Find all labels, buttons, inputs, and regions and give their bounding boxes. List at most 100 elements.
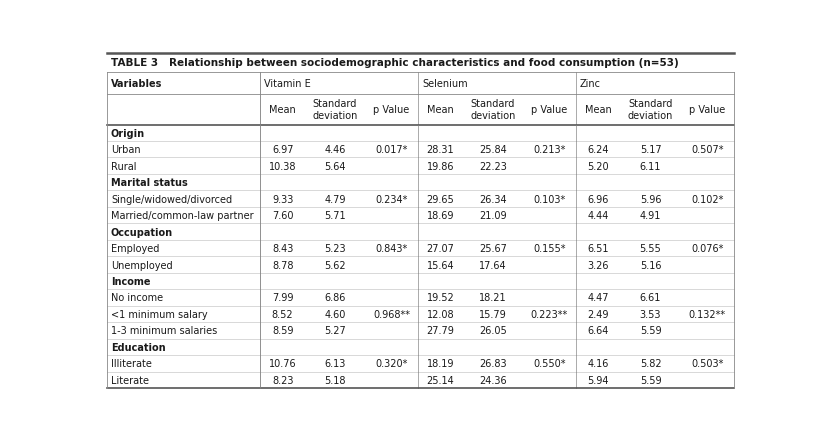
Text: 15.79: 15.79 <box>479 309 507 319</box>
Text: 25.14: 25.14 <box>426 375 454 385</box>
Text: 0.155*: 0.155* <box>534 244 565 254</box>
Text: 0.213*: 0.213* <box>534 145 565 155</box>
Text: 0.550*: 0.550* <box>534 358 565 368</box>
Text: 6.51: 6.51 <box>587 244 609 254</box>
Text: 8.52: 8.52 <box>272 309 293 319</box>
Text: 0.507*: 0.507* <box>691 145 724 155</box>
Text: 0.103*: 0.103* <box>534 194 565 204</box>
Text: 19.86: 19.86 <box>426 161 454 171</box>
Text: Mean: Mean <box>427 105 454 115</box>
Text: 5.59: 5.59 <box>640 375 661 385</box>
Text: 6.97: 6.97 <box>272 145 293 155</box>
Text: 0.968**: 0.968** <box>373 309 410 319</box>
Text: Standard
deviation: Standard deviation <box>312 99 358 120</box>
Text: 19.52: 19.52 <box>426 293 454 303</box>
Text: 26.83: 26.83 <box>479 358 507 368</box>
Text: p Value: p Value <box>373 105 409 115</box>
Text: No income: No income <box>111 293 163 303</box>
Text: 4.60: 4.60 <box>324 309 346 319</box>
Text: 0.843*: 0.843* <box>376 244 408 254</box>
Text: 5.27: 5.27 <box>324 325 346 336</box>
Text: 5.20: 5.20 <box>587 161 609 171</box>
Text: Origin: Origin <box>111 128 145 138</box>
Text: 0.076*: 0.076* <box>691 244 724 254</box>
Text: Illiterate: Illiterate <box>111 358 152 368</box>
Text: Variables: Variables <box>111 78 163 88</box>
Text: p Value: p Value <box>531 105 568 115</box>
Text: 5.18: 5.18 <box>324 375 346 385</box>
Text: Literate: Literate <box>111 375 149 385</box>
Text: 24.36: 24.36 <box>479 375 507 385</box>
Text: 27.07: 27.07 <box>426 244 454 254</box>
Text: 5.94: 5.94 <box>587 375 609 385</box>
Text: Mean: Mean <box>585 105 612 115</box>
Text: Income: Income <box>111 276 150 286</box>
Text: 22.23: 22.23 <box>479 161 507 171</box>
Text: Single/widowed/divorced: Single/widowed/divorced <box>111 194 232 204</box>
Text: 5.82: 5.82 <box>640 358 661 368</box>
Text: 0.223**: 0.223** <box>531 309 568 319</box>
Text: 5.96: 5.96 <box>640 194 661 204</box>
Text: Rural: Rural <box>111 161 136 171</box>
Text: 0.503*: 0.503* <box>691 358 724 368</box>
Text: Marital status: Marital status <box>111 178 188 188</box>
Text: Employed: Employed <box>111 244 159 254</box>
Text: 4.16: 4.16 <box>587 358 609 368</box>
Text: 5.62: 5.62 <box>324 260 346 270</box>
Text: Unemployed: Unemployed <box>111 260 172 270</box>
Text: 6.96: 6.96 <box>587 194 609 204</box>
Text: 5.59: 5.59 <box>640 325 661 336</box>
Text: 3.26: 3.26 <box>587 260 609 270</box>
Text: 6.61: 6.61 <box>640 293 661 303</box>
Text: 4.79: 4.79 <box>324 194 346 204</box>
Text: 7.60: 7.60 <box>272 211 293 221</box>
Text: 6.11: 6.11 <box>640 161 661 171</box>
Text: 4.44: 4.44 <box>587 211 609 221</box>
Text: Vitamin E: Vitamin E <box>264 78 311 88</box>
Text: 8.59: 8.59 <box>272 325 293 336</box>
Text: 5.17: 5.17 <box>640 145 661 155</box>
Text: Selenium: Selenium <box>422 78 468 88</box>
Text: Mean: Mean <box>270 105 296 115</box>
Text: 7.99: 7.99 <box>272 293 293 303</box>
Text: 4.46: 4.46 <box>324 145 346 155</box>
Text: Standard
deviation: Standard deviation <box>627 99 673 120</box>
Text: Married/common-law partner: Married/common-law partner <box>111 211 253 221</box>
Text: 5.23: 5.23 <box>324 244 346 254</box>
Text: 10.38: 10.38 <box>269 161 297 171</box>
Text: 8.78: 8.78 <box>272 260 293 270</box>
Text: 6.13: 6.13 <box>324 358 346 368</box>
Text: 0.320*: 0.320* <box>375 358 408 368</box>
Text: <1 minimum salary: <1 minimum salary <box>111 309 208 319</box>
Text: 1-3 minimum salaries: 1-3 minimum salaries <box>111 325 217 336</box>
Text: Education: Education <box>111 342 166 352</box>
Text: 18.19: 18.19 <box>426 358 454 368</box>
Text: 10.76: 10.76 <box>269 358 297 368</box>
Text: Urban: Urban <box>111 145 141 155</box>
Text: 5.71: 5.71 <box>324 211 346 221</box>
Text: 4.47: 4.47 <box>587 293 609 303</box>
Text: Occupation: Occupation <box>111 227 173 237</box>
Text: 26.34: 26.34 <box>479 194 507 204</box>
Text: 8.23: 8.23 <box>272 375 293 385</box>
Text: 27.79: 27.79 <box>426 325 454 336</box>
Text: 17.64: 17.64 <box>479 260 507 270</box>
Text: 29.65: 29.65 <box>426 194 454 204</box>
Text: 21.09: 21.09 <box>479 211 507 221</box>
Text: 18.21: 18.21 <box>479 293 507 303</box>
Text: 4.91: 4.91 <box>640 211 661 221</box>
Text: 25.67: 25.67 <box>479 244 507 254</box>
Text: 25.84: 25.84 <box>479 145 507 155</box>
Text: 6.24: 6.24 <box>587 145 609 155</box>
Text: 0.102*: 0.102* <box>691 194 724 204</box>
Text: 28.31: 28.31 <box>426 145 454 155</box>
Text: 0.234*: 0.234* <box>375 194 408 204</box>
Text: 5.55: 5.55 <box>640 244 662 254</box>
Text: 12.08: 12.08 <box>426 309 454 319</box>
Text: 6.86: 6.86 <box>324 293 346 303</box>
Text: p Value: p Value <box>690 105 725 115</box>
Text: 5.64: 5.64 <box>324 161 346 171</box>
Text: TABLE 3   Relationship between sociodemographic characteristics and food consump: TABLE 3 Relationship between sociodemogr… <box>111 58 679 68</box>
Text: 3.53: 3.53 <box>640 309 661 319</box>
Text: 18.69: 18.69 <box>426 211 454 221</box>
